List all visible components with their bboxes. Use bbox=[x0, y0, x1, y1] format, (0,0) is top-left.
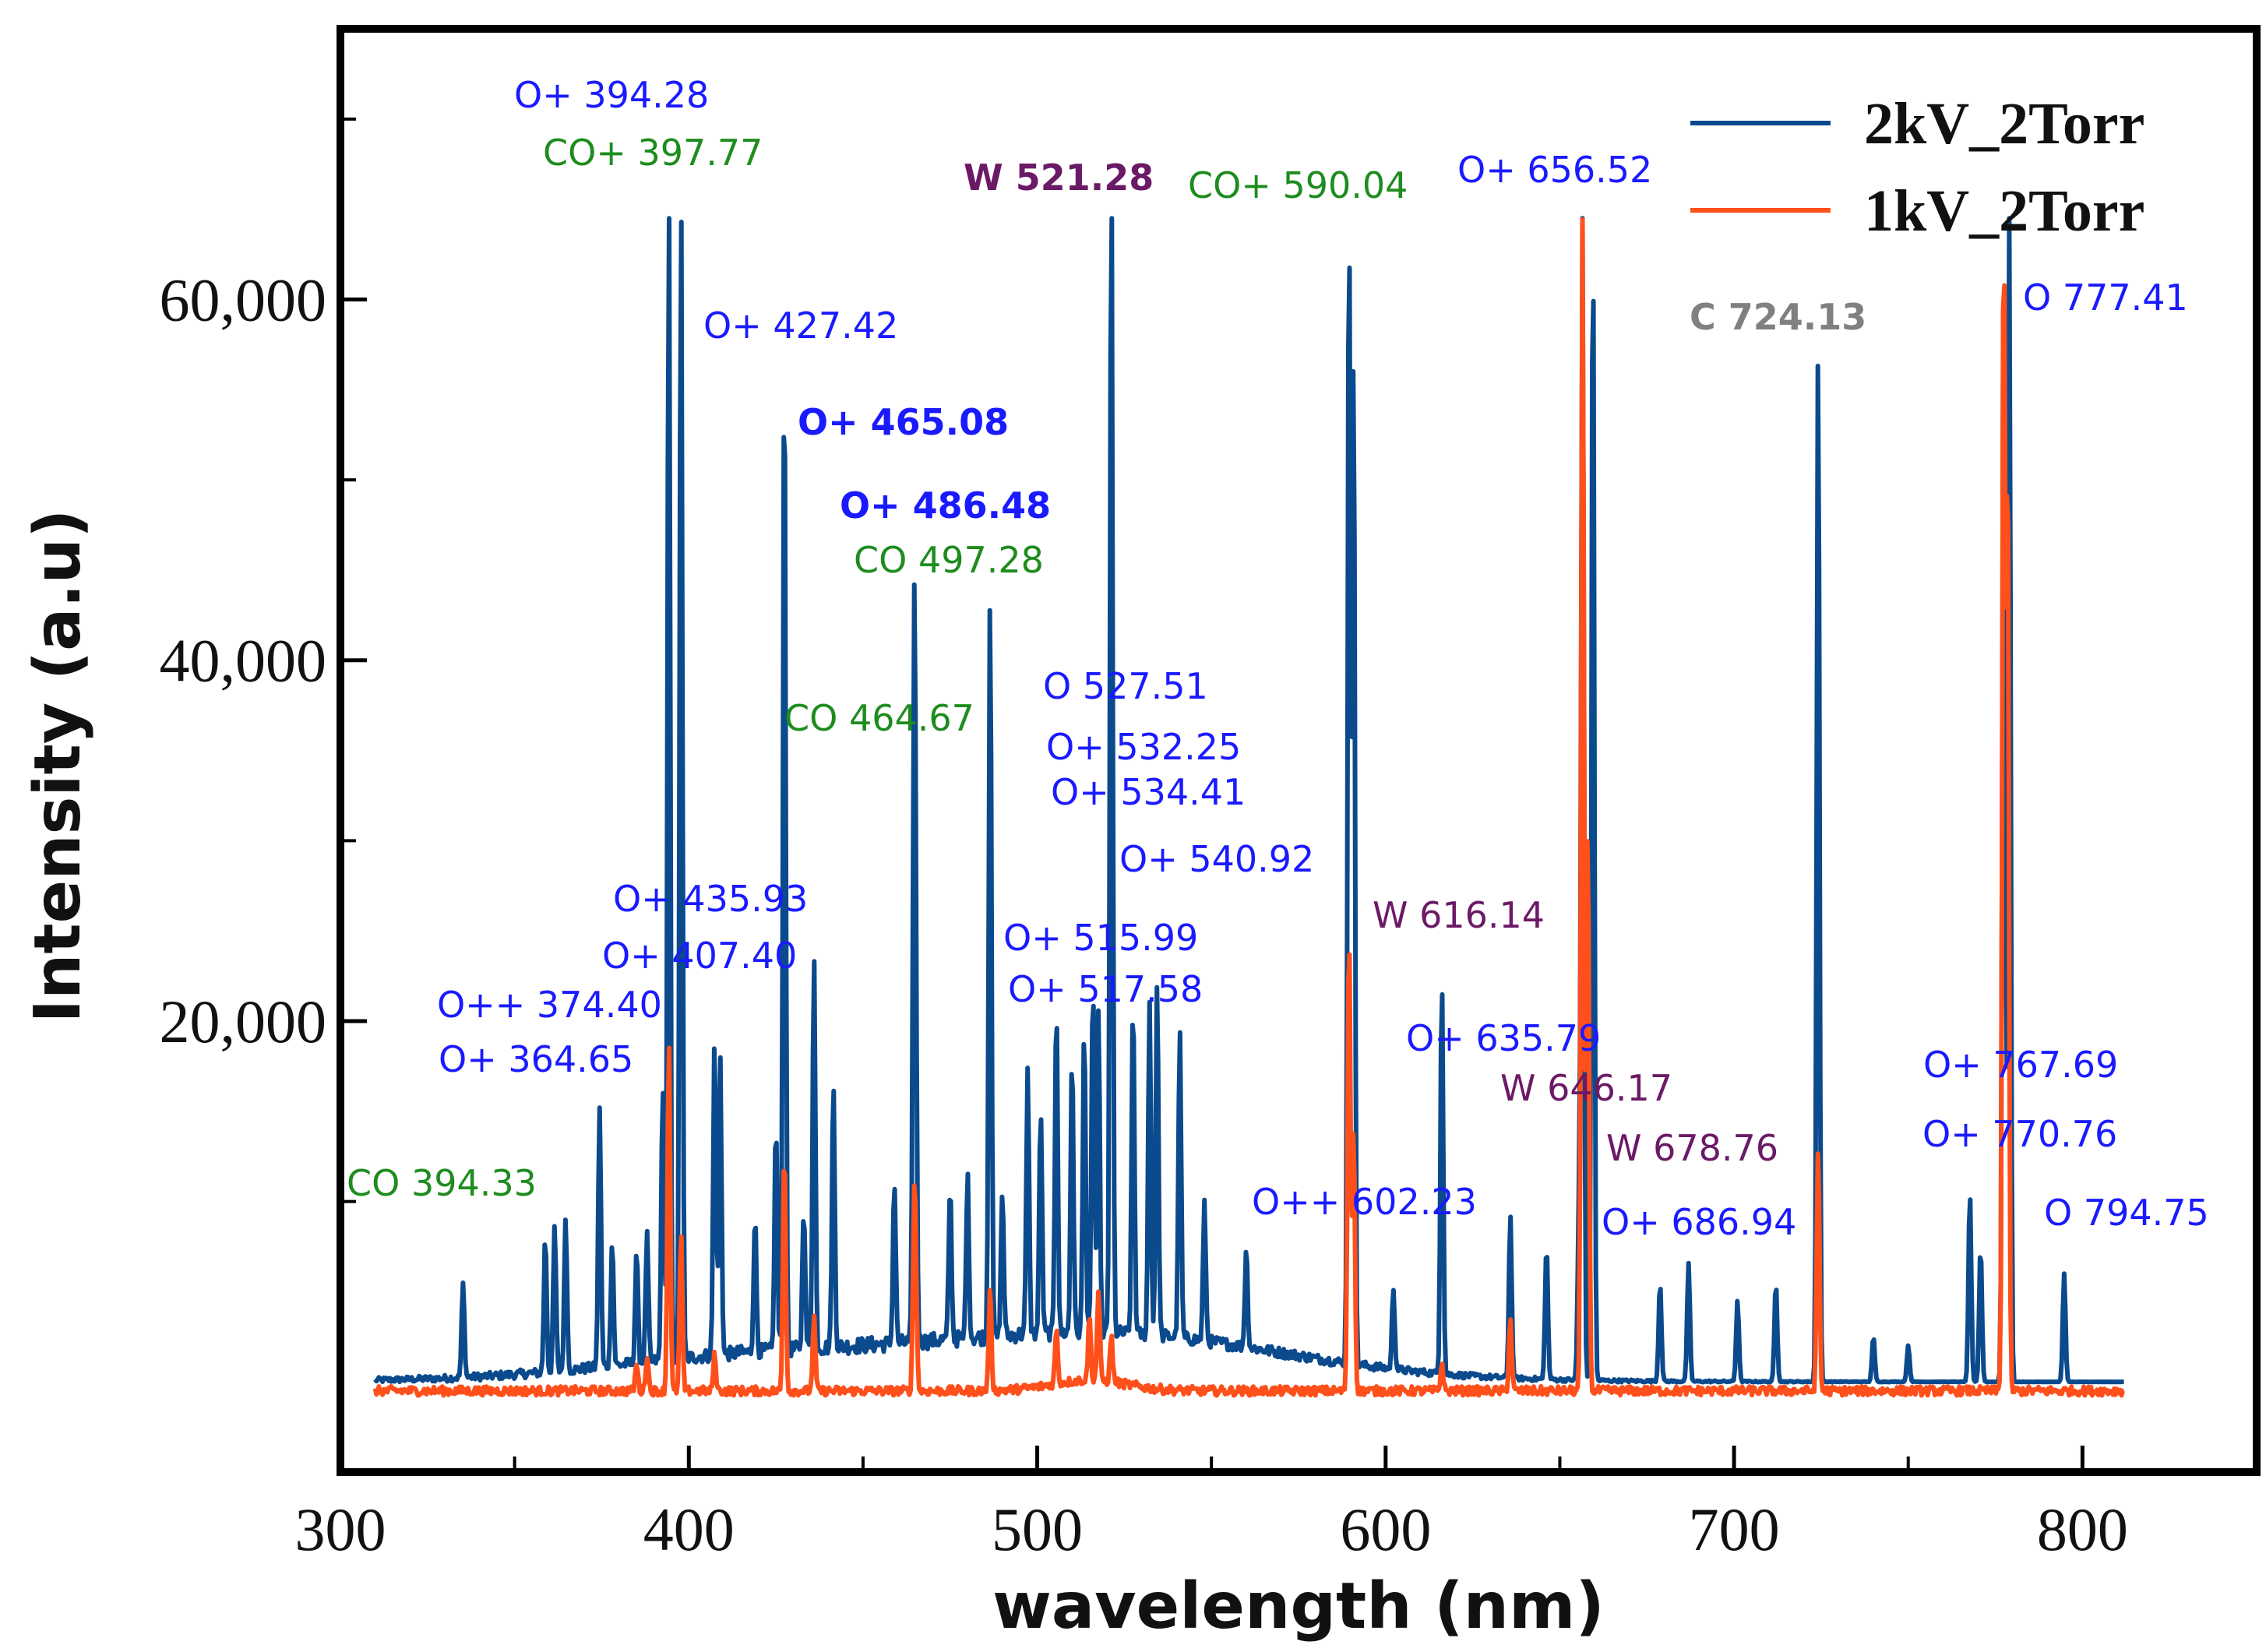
peak-annotation: O+ 427.42 bbox=[703, 305, 898, 347]
plot-frame bbox=[337, 25, 2261, 1476]
peak-annotation: O+ 435.93 bbox=[613, 878, 808, 920]
x-tick-label: 800 bbox=[2037, 1495, 2128, 1563]
legend: 2kV_2Torr 1kV_2Torr bbox=[1690, 91, 2144, 244]
peak-annotation: CO 464.67 bbox=[784, 697, 974, 739]
peak-annotation: W 521.28 bbox=[964, 157, 1154, 199]
peak-annotation: CO+ 397.77 bbox=[543, 132, 763, 174]
peak-annotation: O+ 532.25 bbox=[1046, 726, 1241, 768]
peak-annotation: O 794.75 bbox=[2044, 1192, 2209, 1234]
x-tick-label: 600 bbox=[1340, 1495, 1431, 1563]
legend-entry-label: 2kV_2Torr bbox=[1864, 91, 2144, 157]
peak-annotation: O++ 602.23 bbox=[1252, 1181, 1477, 1223]
peak-annotation: O+ 407.40 bbox=[602, 935, 797, 977]
x-axis-title: wavelength (nm) bbox=[992, 1569, 1605, 1643]
peak-annotation: O+ 686.94 bbox=[1602, 1201, 1796, 1243]
peak-annotation: O+ 540.92 bbox=[1119, 838, 1314, 880]
peak-annotation: O+ 517.58 bbox=[1008, 968, 1203, 1010]
peak-annotation: CO+ 590.04 bbox=[1188, 164, 1408, 206]
peak-annotation: W 678.76 bbox=[1606, 1127, 1778, 1169]
peak-annotation: O 527.51 bbox=[1043, 665, 1208, 707]
y-tick-label: 20,000 bbox=[160, 988, 327, 1055]
x-tick-label: 500 bbox=[992, 1495, 1083, 1563]
peak-annotation: O+ 486.48 bbox=[840, 484, 1051, 527]
peak-annotation: CO 394.33 bbox=[347, 1162, 537, 1204]
x-tick-label: 400 bbox=[643, 1495, 735, 1563]
peak-annotation: O+ 364.65 bbox=[439, 1038, 633, 1080]
y-tick-label: 60,000 bbox=[160, 266, 327, 333]
series-line-2kV_2Torr bbox=[373, 216, 2125, 1385]
peak-annotation: O+ 515.99 bbox=[1003, 917, 1198, 959]
peak-annotation: O+ 394.28 bbox=[514, 74, 709, 116]
peak-annotation: O+ 767.69 bbox=[1923, 1044, 2118, 1086]
peak-annotation: O+ 635.79 bbox=[1406, 1017, 1601, 1059]
annotation-layer: O+ 394.28 CO+ 397.77 W 521.28 CO+ 590.04 O+ … bbox=[347, 74, 2209, 1243]
peak-annotation: O++ 374.40 bbox=[437, 984, 662, 1026]
legend-entry-label: 1kV_2Torr bbox=[1864, 178, 2144, 244]
y-tick-label: 40,000 bbox=[160, 627, 327, 695]
peak-annotation: O+ 770.76 bbox=[1922, 1113, 2117, 1155]
peak-annotation: W 616.14 bbox=[1373, 894, 1545, 936]
peak-annotation: CO 497.28 bbox=[854, 539, 1044, 581]
y-axis-title: Intensity (a.u) bbox=[21, 509, 95, 1023]
x-tick-label: 700 bbox=[1689, 1495, 1780, 1563]
peak-annotation: O+ 465.08 bbox=[798, 401, 1009, 443]
peak-annotation: W 646.17 bbox=[1500, 1067, 1672, 1109]
peak-annotation: O 777.41 bbox=[2023, 277, 2188, 319]
series-line-1kV_2Torr bbox=[372, 217, 2125, 1398]
peak-annotation: O+ 656.52 bbox=[1457, 149, 1652, 191]
axis-ticks: 300 400 500 600 700 800 20,000 40,000 60,000 bbox=[160, 117, 2128, 1563]
peak-annotation: O+ 534.41 bbox=[1051, 771, 1246, 813]
series-layer bbox=[372, 216, 2125, 1398]
x-tick-label: 300 bbox=[295, 1495, 386, 1563]
peak-annotation: C 724.13 bbox=[1690, 296, 1866, 338]
